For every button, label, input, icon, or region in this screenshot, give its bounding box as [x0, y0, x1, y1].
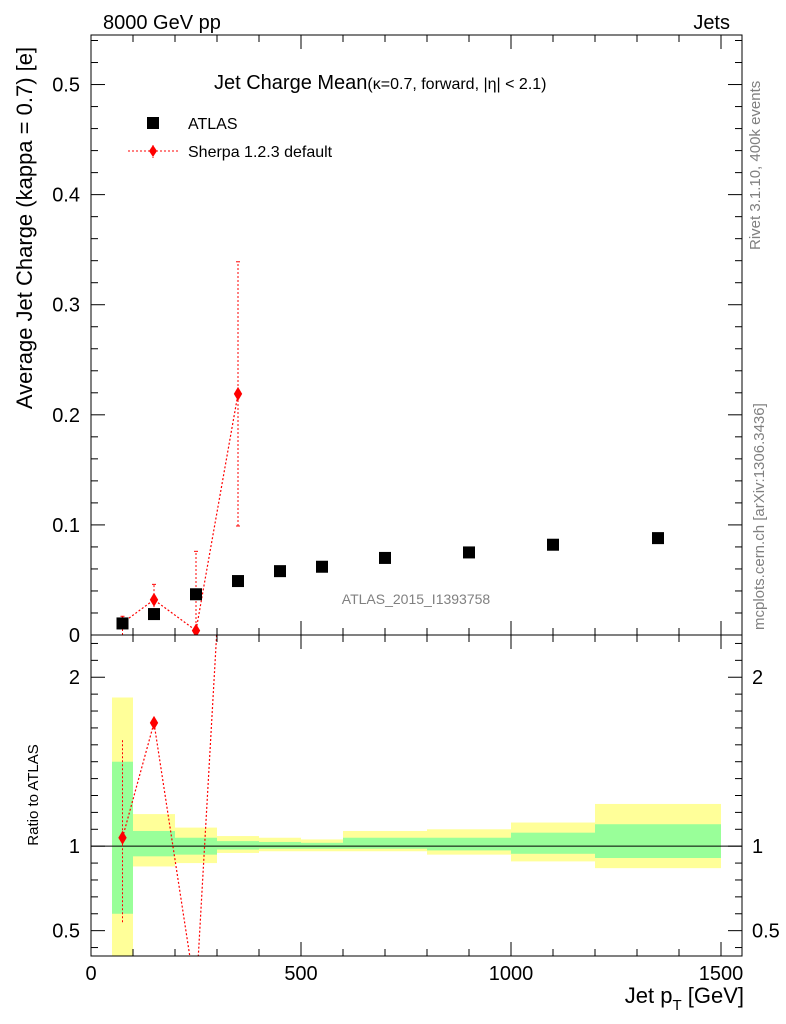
legend-atlas-marker: [147, 117, 159, 129]
ratio-sherpa-series: [118, 635, 218, 1004]
x-axis-label: Jet pT [GeV]: [625, 983, 744, 1014]
ratio-sherpa-point-2: [192, 990, 200, 1004]
legend-atlas-label: ATLAS: [188, 116, 238, 133]
sherpa-point-1: [149, 592, 159, 607]
axis-tick-labels: 0 500 1000 1500 0 0.1 0.2 0.3 0.4 0.5 0.5 0.5 1 1 2 2: [52, 75, 780, 985]
ratio-band-green-9: [595, 824, 721, 859]
atlas-point-3: [232, 575, 244, 588]
legend-sherpa-marker: [149, 145, 157, 157]
atlas-point-2: [190, 588, 202, 601]
ratio-tick-label-right-2: 2: [752, 667, 763, 689]
ratio-band-green-7: [427, 837, 511, 851]
atlas-point-9: [652, 532, 664, 545]
ratio-plot-frame: [90, 634, 743, 957]
atlas-point-8: [547, 538, 559, 551]
y-tick-label-3: 0.3: [52, 295, 80, 317]
legend: ATLAS Sherpa 1.2.3 default: [128, 116, 333, 161]
y-tick-label-5: 0.5: [52, 75, 80, 97]
mcplots-label: mcplots.cern.ch [arXiv:1306.3436]: [751, 403, 768, 630]
x-tick-label-1: 500: [284, 963, 317, 985]
ratio-uncertainty-bands: [112, 697, 721, 956]
atlas-series: [116, 532, 664, 630]
ratio-sherpa-point-0: [118, 830, 127, 845]
sherpa-series: [118, 261, 243, 635]
ratio-band-green-6: [343, 837, 427, 849]
plot-title-main: Jet Charge Mean: [214, 72, 367, 94]
header-left: 8000 GeV pp: [103, 12, 221, 34]
atlas-point-7: [463, 546, 475, 559]
atlas-point-6: [379, 551, 391, 564]
ratio-band-green-8: [511, 832, 595, 854]
ratio-tick-label-left-2: 2: [69, 667, 80, 689]
x-tick-label-0: 0: [85, 963, 96, 985]
x-tick-label-2: 1000: [489, 963, 534, 985]
ratio-tick-label-left-1: 1: [69, 836, 80, 858]
ratio-tick-label-right-0: 0.5: [752, 921, 780, 943]
atlas-point-5: [316, 560, 328, 573]
legend-sherpa-label: Sherpa 1.2.3 default: [188, 144, 333, 161]
x-tick-label-3: 1500: [699, 963, 744, 985]
ratio-y-axis-label: Ratio to ATLAS: [25, 744, 42, 845]
rivet-label: Rivet 3.1.10, 400k events: [747, 81, 764, 250]
y-tick-label-1: 0.1: [52, 515, 80, 537]
y-tick-label-2: 0.2: [52, 405, 80, 427]
header-right: Jets: [693, 12, 730, 34]
analysis-label: ATLAS_2015_I1393758: [342, 591, 491, 607]
atlas-point-1: [148, 608, 160, 621]
sherpa-line: [122, 393, 239, 632]
ratio-tick-label-left-0: 0.5: [52, 921, 80, 943]
ratio-sherpa-point-1: [149, 715, 159, 730]
y-axis-label: Average Jet Charge (kappa = 0.7) [e]: [12, 47, 37, 409]
sherpa-point-3: [233, 386, 243, 401]
atlas-point-4: [274, 565, 286, 578]
ratio-band-green-4: [259, 841, 301, 849]
plot-title-detail: (κ=0.7, forward, |η| < 2.1): [367, 76, 546, 93]
plot-title: Jet Charge Mean(κ=0.7, forward, |η| < 2.…: [214, 72, 546, 94]
ratio-sherpa-line: [121, 635, 218, 956]
ratio-band-green-3: [217, 841, 259, 850]
atlas-point-0: [116, 617, 129, 630]
ratio-band-green-1: [133, 830, 175, 857]
y-tick-label-4: 0.4: [52, 185, 80, 207]
y-tick-label-0: 0: [69, 625, 80, 647]
ratio-tick-label-right-1: 1: [752, 836, 763, 858]
axis-ticks: [90, 35, 742, 956]
sherpa-point-2: [191, 623, 201, 635]
